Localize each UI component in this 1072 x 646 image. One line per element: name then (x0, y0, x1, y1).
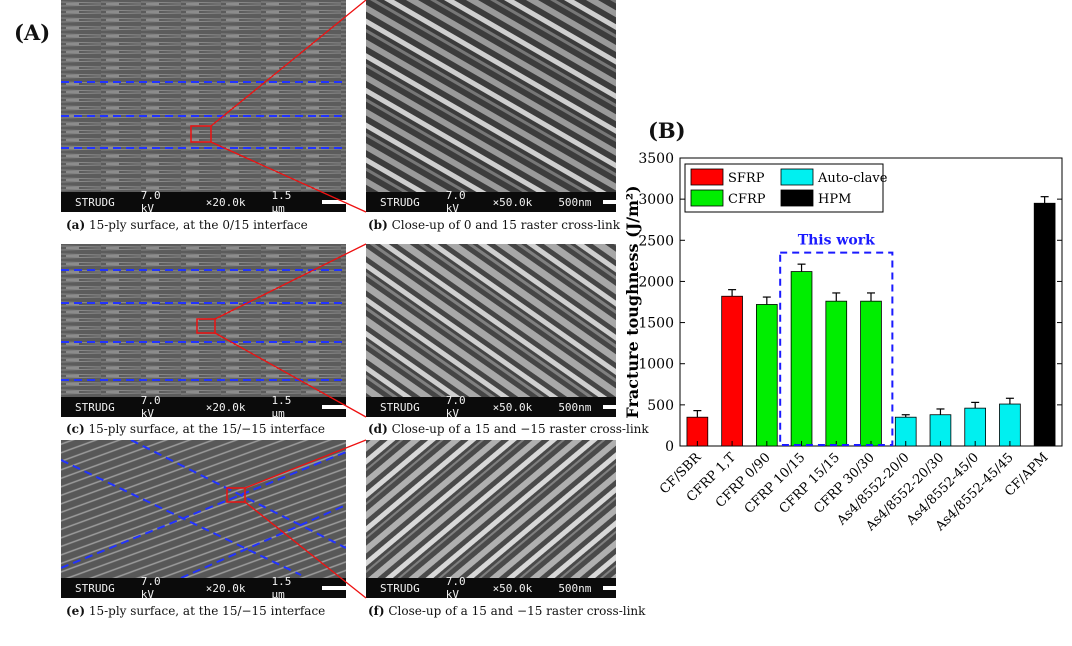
sem-image-c: STRUDG 7.0 kV ×20.0k 1.5 μm (61, 244, 346, 417)
legend-swatch (690, 189, 724, 207)
legend-label: HPM (818, 192, 851, 207)
bar (999, 403, 1021, 447)
legend-label: SFRP (728, 171, 765, 186)
caption-d: (d) Close-up of a 15 and −15 raster cros… (368, 422, 649, 436)
y-tick-label: 3000 (638, 192, 674, 208)
y-axis-label: Fracture toughness (J/m²) (623, 185, 642, 418)
scalebar: STRUDG 7.0 kV ×20.0k 1.5 μm (61, 394, 346, 417)
legend-label: Auto-clave (817, 171, 888, 186)
caption-f: (f) Close-up of a 15 and −15 raster cros… (368, 604, 646, 618)
scalebar: STRUDG 7.0 kV ×50.0k 500nm (366, 575, 616, 598)
legend-swatch (690, 168, 724, 186)
scalebar: STRUDG 7.0 kV ×20.0k 1.5 μm (61, 575, 346, 598)
bar (860, 300, 882, 447)
bar-chart: 0 500 1000 1500 2000 2500 3000 3500 Fracture tou… (620, 140, 1072, 642)
y-tick-label: 1500 (638, 316, 674, 332)
this-work-label: This work (798, 233, 875, 249)
sem-image-f: STRUDG 7.0 kV ×50.0k 500nm (366, 440, 616, 598)
legend-swatch (780, 189, 814, 207)
caption-b: (b) Close-up of 0 and 15 raster cross-li… (368, 218, 620, 232)
y-tick-label: 1000 (638, 357, 674, 373)
y-tick-label: 2000 (638, 274, 674, 290)
caption-a: (a) 15-ply surface, at the 0/15 interfac… (66, 218, 308, 232)
bar (755, 304, 778, 447)
this-work-box (779, 251, 894, 446)
y-tick-label: 3500 (638, 151, 674, 167)
bar (790, 271, 813, 447)
bar (1033, 202, 1056, 447)
zoom-lines (210, 0, 367, 599)
y-tick-label: 2500 (638, 233, 674, 249)
y-tick-label: 0 (665, 439, 674, 455)
scalebar: STRUDG 7.0 kV ×50.0k 500nm (366, 189, 616, 212)
caption-e: (e) 15-ply surface, at the 15/−15 interf… (66, 604, 326, 618)
panel-label-b: (B) (648, 118, 686, 143)
y-tick-label: 500 (647, 398, 674, 414)
scalebar: STRUDG 7.0 kV ×20.0k 1.5 μm (61, 189, 346, 212)
legend-label: CFRP (728, 192, 766, 207)
sem-image-d: STRUDG 7.0 kV ×50.0k 500nm (366, 244, 616, 417)
sem-image-b: STRUDG 7.0 kV ×50.0k 500nm (366, 0, 616, 212)
sem-image-a: STRUDG 7.0 kV ×20.0k 1.5 μm (61, 0, 346, 212)
bar (721, 295, 743, 447)
bar (825, 300, 848, 447)
scalebar: STRUDG 7.0 kV ×50.0k 500nm (366, 394, 616, 417)
bar (964, 407, 987, 447)
caption-c: (c) 15-ply surface, at the 15/−15 interf… (66, 422, 325, 436)
legend-swatch (780, 168, 814, 186)
panel-label-a: (A) (14, 20, 51, 45)
